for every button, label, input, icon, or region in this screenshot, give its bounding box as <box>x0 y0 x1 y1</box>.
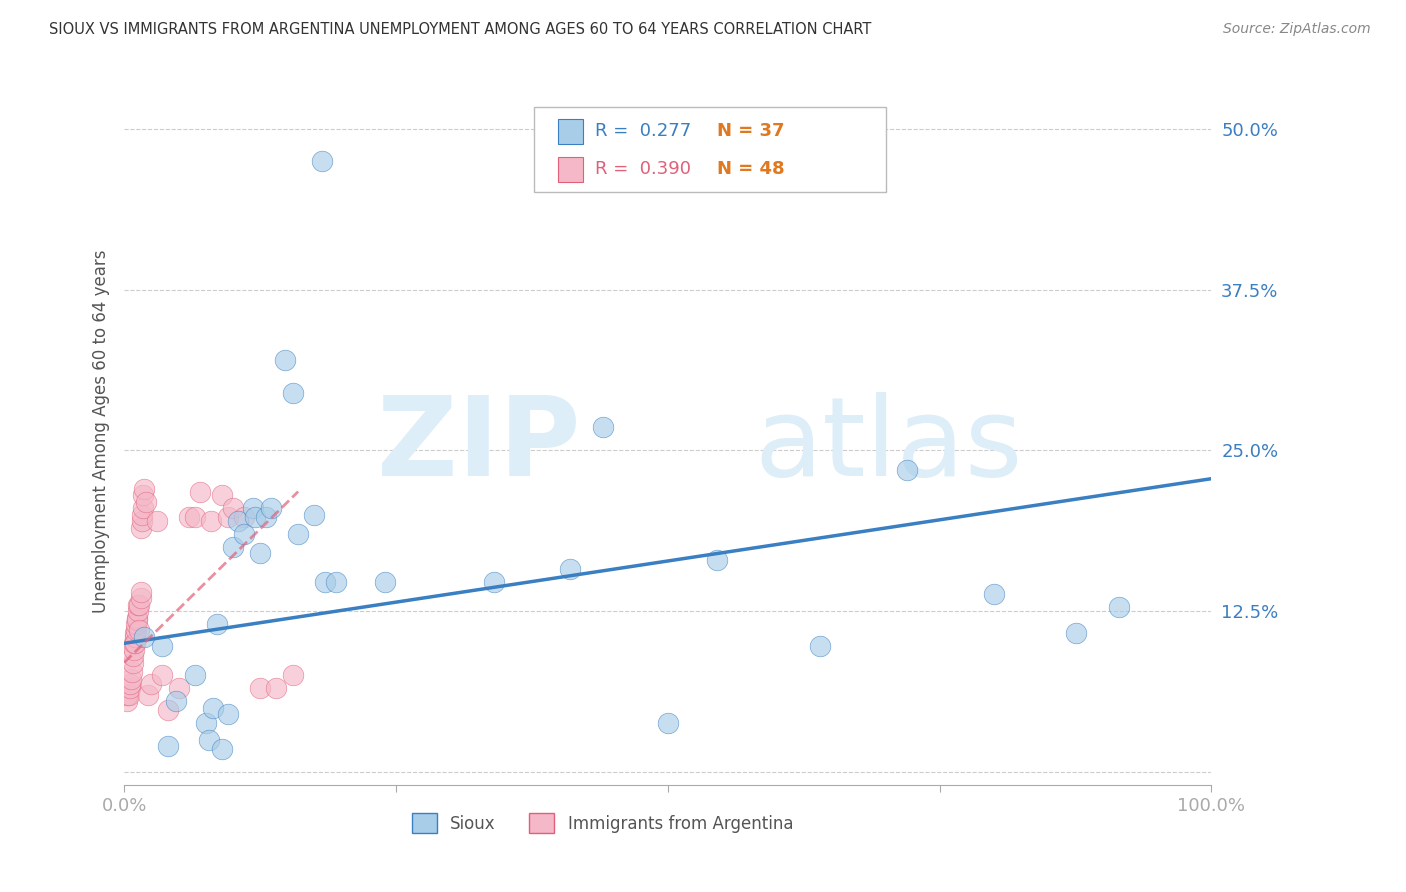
Point <box>125 617 148 632</box>
Point <box>198 732 221 747</box>
Point <box>325 574 347 589</box>
Point <box>117 694 139 708</box>
Point <box>122 636 145 650</box>
Text: ZIP: ZIP <box>377 392 581 499</box>
Point <box>141 677 163 691</box>
Point <box>129 591 152 606</box>
Point <box>249 546 271 560</box>
Point <box>260 501 283 516</box>
Point <box>243 510 266 524</box>
Point <box>128 598 150 612</box>
Text: SIOUX VS IMMIGRANTS FROM ARGENTINA UNEMPLOYMENT AMONG AGES 60 TO 64 YEARS CORREL: SIOUX VS IMMIGRANTS FROM ARGENTINA UNEMP… <box>49 22 872 37</box>
Point <box>706 552 728 566</box>
Point <box>184 668 207 682</box>
Point <box>242 501 264 516</box>
Point <box>1064 626 1087 640</box>
Point <box>124 630 146 644</box>
Point <box>127 610 149 624</box>
Point <box>156 739 179 754</box>
Point <box>222 540 245 554</box>
Point <box>129 585 152 599</box>
Point <box>304 508 326 522</box>
Point <box>482 574 505 589</box>
Legend: Sioux, Immigrants from Argentina: Sioux, Immigrants from Argentina <box>405 806 800 840</box>
Point <box>146 514 169 528</box>
Point <box>131 514 153 528</box>
Point <box>128 624 150 638</box>
Point <box>217 706 239 721</box>
Point <box>117 688 139 702</box>
Point <box>808 639 831 653</box>
Point <box>122 642 145 657</box>
Point <box>374 574 396 589</box>
Point <box>896 463 918 477</box>
Point <box>167 681 190 696</box>
Point <box>150 639 173 653</box>
Point <box>120 673 142 687</box>
Y-axis label: Unemployment Among Ages 60 to 64 years: Unemployment Among Ages 60 to 64 years <box>93 250 110 613</box>
Point <box>558 562 581 576</box>
Point <box>118 677 141 691</box>
Point <box>314 574 336 589</box>
Point <box>135 495 157 509</box>
Point <box>228 514 250 528</box>
Point <box>311 154 333 169</box>
Point <box>281 385 304 400</box>
Text: R =  0.390: R = 0.390 <box>595 161 690 178</box>
Point <box>287 527 309 541</box>
Point <box>202 700 225 714</box>
Point <box>184 510 207 524</box>
Point <box>222 501 245 516</box>
Point <box>232 510 254 524</box>
Text: N = 48: N = 48 <box>717 161 785 178</box>
Point <box>983 587 1005 601</box>
Text: N = 37: N = 37 <box>717 122 785 140</box>
Point <box>274 353 297 368</box>
Point <box>211 741 233 756</box>
Text: atlas: atlas <box>755 392 1024 499</box>
Point <box>194 716 217 731</box>
Point <box>118 681 141 696</box>
Point <box>165 694 187 708</box>
Point <box>131 508 153 522</box>
Point <box>188 484 211 499</box>
Point <box>136 688 159 702</box>
Point <box>132 482 155 496</box>
Point <box>1108 600 1130 615</box>
Point <box>121 665 143 679</box>
Point <box>117 688 139 702</box>
Point <box>249 681 271 696</box>
Point <box>281 668 304 682</box>
Point <box>125 624 148 638</box>
Point <box>266 681 288 696</box>
Point <box>232 527 254 541</box>
Point <box>156 703 179 717</box>
Point <box>127 613 149 627</box>
Point <box>131 501 153 516</box>
Point <box>179 510 201 524</box>
Text: R =  0.277: R = 0.277 <box>595 122 690 140</box>
Point <box>150 668 173 682</box>
Point <box>127 604 149 618</box>
Point <box>122 649 145 664</box>
Point <box>657 716 679 731</box>
Point <box>129 520 152 534</box>
Point <box>217 510 239 524</box>
Point <box>124 636 146 650</box>
Point <box>132 630 155 644</box>
Point <box>592 420 614 434</box>
Point <box>131 488 153 502</box>
Point <box>205 617 228 632</box>
Point <box>127 598 149 612</box>
Point <box>211 488 233 502</box>
Point <box>254 510 277 524</box>
Point <box>200 514 222 528</box>
Point <box>124 626 146 640</box>
Text: Source: ZipAtlas.com: Source: ZipAtlas.com <box>1223 22 1371 37</box>
Point <box>122 656 145 670</box>
